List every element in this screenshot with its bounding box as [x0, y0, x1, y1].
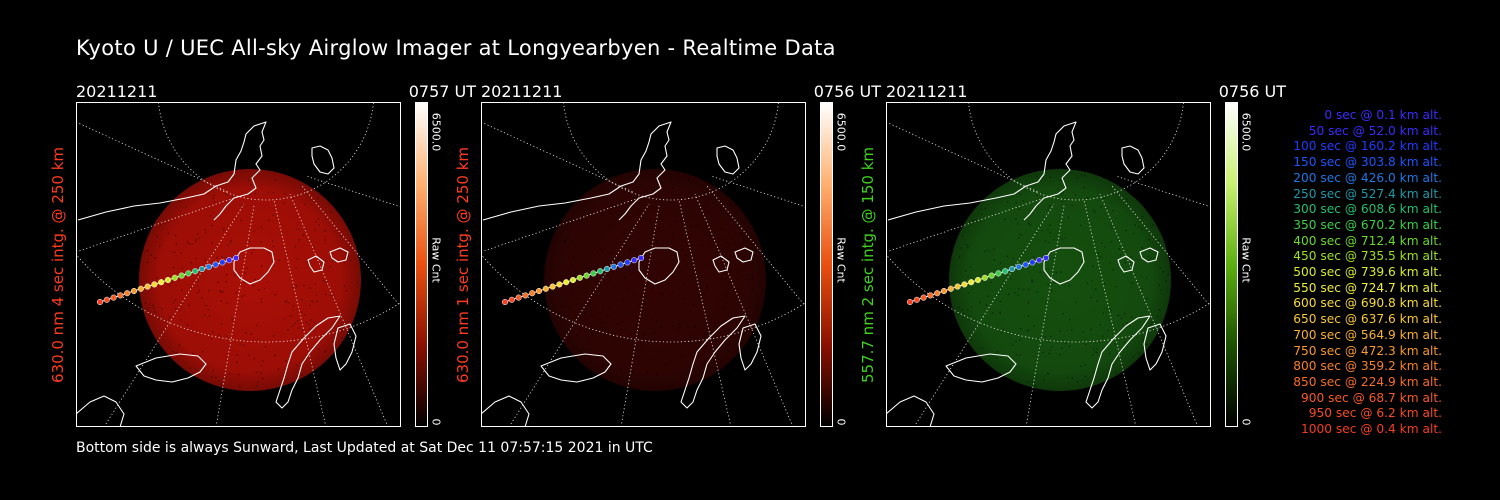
airglow-map: [420, 0, 922, 428]
legend-entry: 450 sec @ 735.5 km alt.: [1293, 249, 1442, 264]
legend-entry: 700 sec @ 564.9 km alt.: [1293, 327, 1442, 342]
colorbar-unit-label: Raw Cnt: [834, 237, 848, 283]
legend-entry: 1000 sec @ 0.4 km alt.: [1301, 422, 1442, 437]
colorbar: [1225, 102, 1238, 427]
panel-ylabel: 630.0 nm 1 sec intg. @ 250 km: [454, 146, 472, 383]
airglow-map: [15, 0, 517, 428]
legend-entry: 950 sec @ 6.2 km alt.: [1308, 406, 1442, 421]
airglow-disc: [949, 169, 1171, 391]
page-title: Kyoto U / UEC All-sky Airglow Imager at …: [76, 36, 836, 60]
colorbar-unit-label: Raw Cnt: [429, 237, 443, 283]
colorbar-min-label: 0: [429, 418, 443, 426]
legend-entry: 650 sec @ 637.6 km alt.: [1293, 312, 1442, 327]
colorbar-min-label: 0: [1239, 418, 1253, 426]
airglow-disc: [544, 169, 766, 391]
legend-entry: 900 sec @ 68.7 km alt.: [1301, 390, 1442, 405]
legend-entry: 800 sec @ 359.2 km alt.: [1293, 359, 1442, 374]
panel-date: 20211211: [481, 82, 563, 101]
legend-entry: 200 sec @ 426.0 km alt.: [1293, 170, 1442, 185]
airglow-map: [825, 0, 1327, 428]
panel-time: 0757 UT: [408, 82, 476, 101]
colorbar-min-label: 0: [834, 418, 848, 426]
colorbar-max-label: 6500.0: [1239, 112, 1253, 152]
panel-date: 20211211: [886, 82, 968, 101]
panel-630nm-4sec: 20211211 0757 UT 630.0 nm 4 sec intg. @ …: [15, 0, 517, 432]
colorbar-unit-label: Raw Cnt: [1239, 237, 1253, 283]
panel-time: 0756 UT: [1218, 82, 1286, 101]
colorbar-max-label: 6500.0: [429, 112, 443, 152]
legend-entry: 0 sec @ 0.1 km alt.: [1324, 108, 1442, 122]
legend-entry: 250 sec @ 527.4 km alt.: [1293, 186, 1442, 201]
panel-ylabel: 557.7 nm 2 sec intg. @ 150 km: [859, 146, 877, 383]
colorbar: [415, 102, 428, 427]
legend-entry: 500 sec @ 739.6 km alt.: [1293, 265, 1442, 280]
footer-note: Bottom side is always Sunward, Last Upda…: [76, 440, 653, 456]
panel-630nm-1sec: 20211211 0756 UT 630.0 nm 1 sec intg. @ …: [420, 0, 922, 432]
legend-entry: 150 sec @ 303.8 km alt.: [1293, 155, 1442, 170]
colorbar-max-label: 6500.0: [834, 112, 848, 152]
panel-557nm-2sec: 20211211 0756 UT 557.7 nm 2 sec intg. @ …: [825, 0, 1327, 432]
legend-entry: 350 sec @ 670.2 km alt.: [1293, 217, 1442, 232]
legend-entry: 400 sec @ 712.4 km alt.: [1293, 233, 1442, 248]
legend-entry: 550 sec @ 724.7 km alt.: [1293, 280, 1442, 295]
legend-entry: 750 sec @ 472.3 km alt.: [1293, 343, 1442, 358]
legend-entry: 850 sec @ 224.9 km alt.: [1293, 374, 1442, 389]
legend-entry: 100 sec @ 160.2 km alt.: [1293, 139, 1442, 154]
panel-time: 0756 UT: [813, 82, 881, 101]
airglow-disc: [139, 169, 361, 391]
legend-entry: 300 sec @ 608.6 km alt.: [1293, 202, 1442, 217]
legend-entry: 50 sec @ 52.0 km alt.: [1308, 123, 1442, 138]
trajectory-legend: 0 sec @ 0.1 km alt. 50 sec @ 52.0 km alt.…: [1293, 108, 1442, 438]
panel-ylabel: 630.0 nm 4 sec intg. @ 250 km: [49, 146, 67, 383]
colorbar: [820, 102, 833, 427]
legend-entry: 600 sec @ 690.8 km alt.: [1293, 296, 1442, 311]
panel-date: 20211211: [76, 82, 158, 101]
